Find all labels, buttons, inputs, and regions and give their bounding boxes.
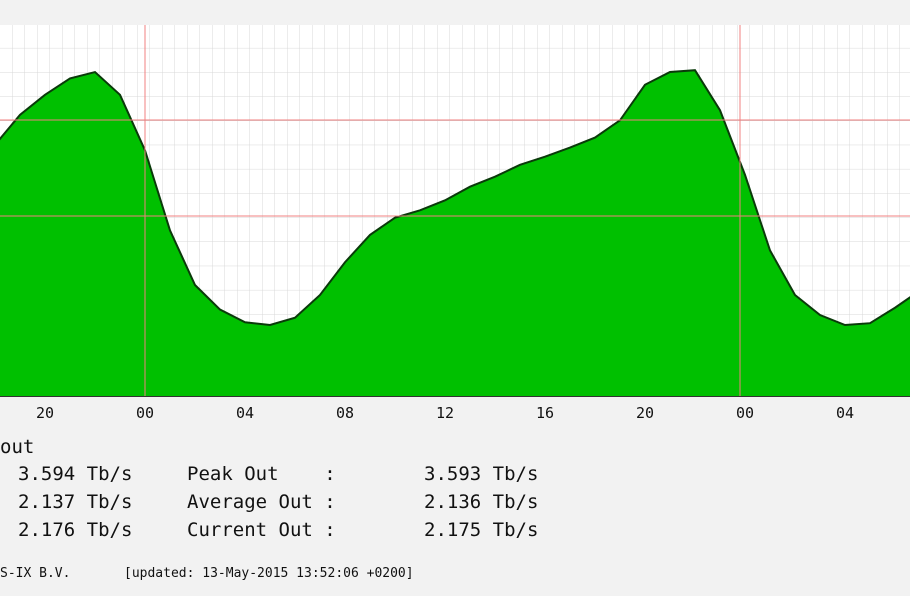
stat-label: Current Out : xyxy=(187,519,336,541)
plot xyxy=(0,69,910,396)
x-tick-label: 00 xyxy=(136,404,154,422)
stat-value: 2.137 Tb/s xyxy=(18,491,133,513)
chart: 20 00 04 08 12 16 20 00 04 xyxy=(0,25,910,422)
stat-value: 2.176 Tb/s xyxy=(18,519,133,541)
stat-label: Average Out : xyxy=(187,491,336,513)
footer-updated: [updated: 13-May-2015 13:52:06 +0200] xyxy=(124,566,414,581)
stat-value: 3.594 Tb/s xyxy=(18,463,133,485)
stat-label: Peak Out : xyxy=(187,463,336,485)
x-tick-label: 20 xyxy=(36,404,54,422)
area xyxy=(0,70,910,396)
stat-value: 2.136 Tb/s xyxy=(424,491,539,513)
stat-value: 2.175 Tb/s xyxy=(424,519,539,541)
x-tick-label: 08 xyxy=(336,404,354,422)
line xyxy=(0,69,910,327)
x-tick-label: 16 xyxy=(536,404,554,422)
stat-value: 3.593 Tb/s xyxy=(424,463,539,485)
legend-title: out xyxy=(0,436,35,458)
x-tick-label: 12 xyxy=(436,404,454,422)
x-tick-label: 04 xyxy=(836,404,854,422)
major-grid xyxy=(0,25,910,396)
footer-org: S-IX B.V. xyxy=(0,566,71,581)
x-tick-label: 00 xyxy=(736,404,754,422)
x-tick-label: 20 xyxy=(636,404,654,422)
x-tick-label: 04 xyxy=(236,404,254,422)
